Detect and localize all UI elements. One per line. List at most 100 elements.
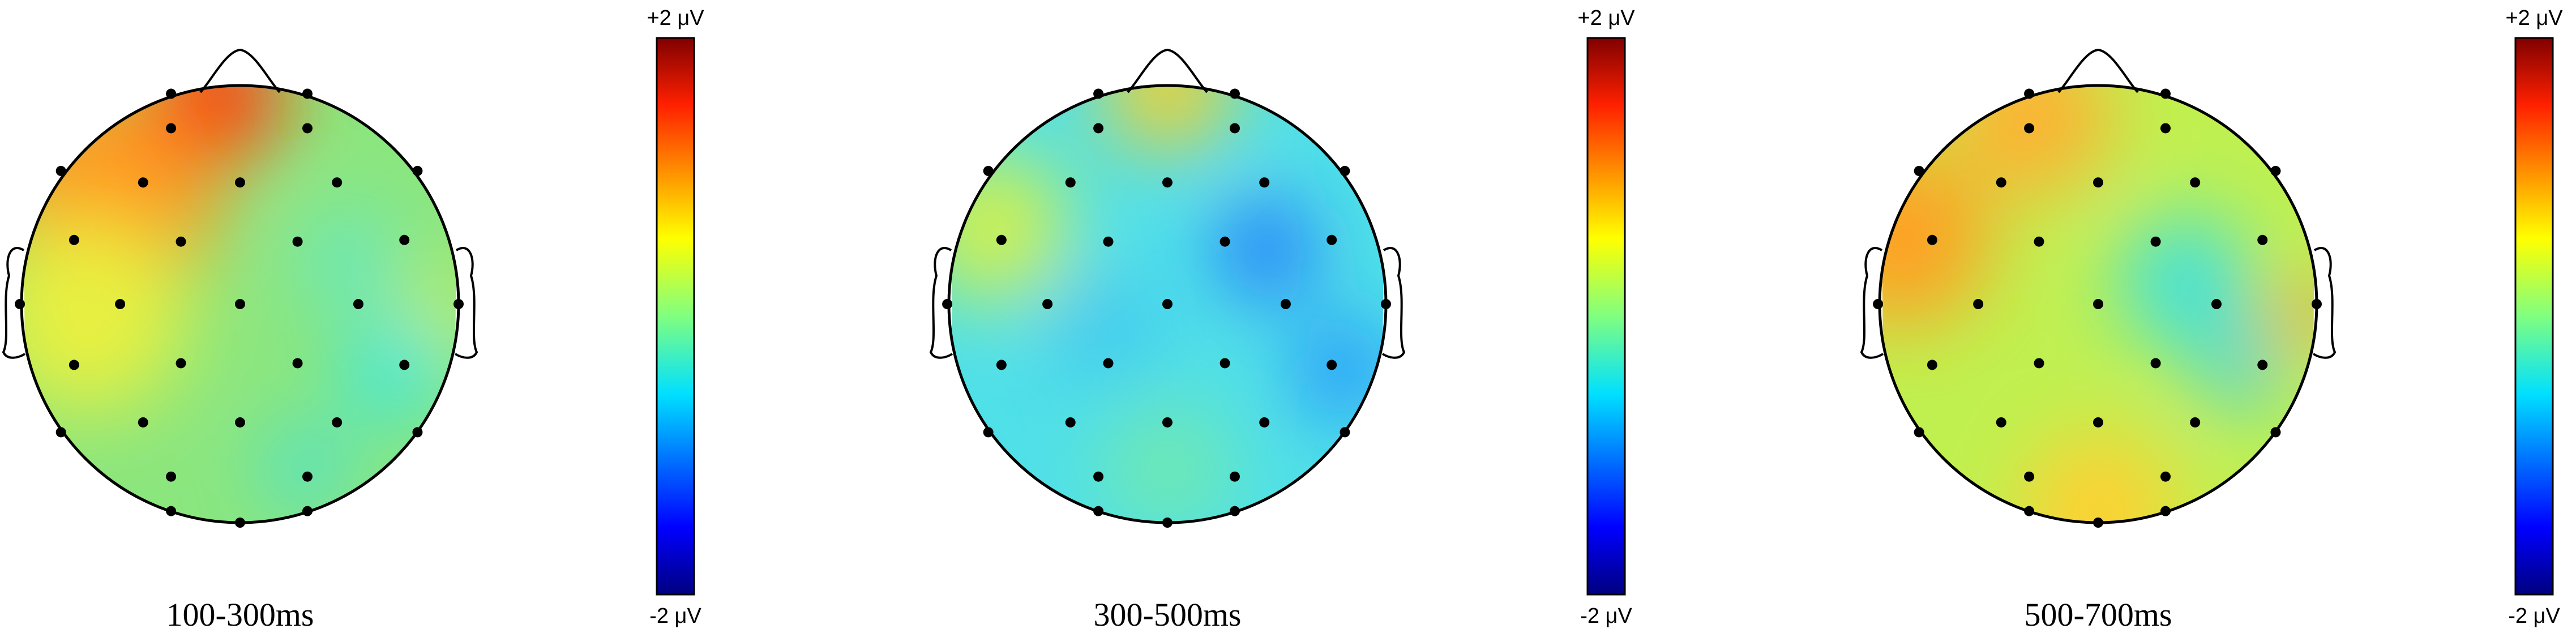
electrode — [1229, 123, 1240, 134]
electrode — [2160, 471, 2171, 482]
electrode — [1229, 88, 1240, 99]
electrode — [2257, 360, 2268, 370]
electrode — [983, 165, 994, 176]
scalp-blobs — [1880, 85, 2317, 523]
electrode — [166, 471, 177, 482]
potential-region — [1217, 201, 1314, 298]
electrode — [176, 358, 186, 369]
electrode — [983, 427, 994, 438]
topomap: 300-500ms +2 μV -2 μV — [929, 6, 1635, 633]
electrode — [69, 360, 79, 370]
electrode — [166, 123, 177, 134]
electrode — [2024, 88, 2035, 99]
electrode — [1162, 518, 1173, 528]
electrode — [15, 299, 25, 309]
electrode — [302, 123, 313, 134]
potential-region — [266, 429, 345, 507]
electrode — [1162, 177, 1173, 188]
electrode — [332, 177, 343, 188]
electrode — [166, 506, 177, 516]
potential-region — [414, 271, 459, 337]
ear — [2, 247, 26, 359]
electrode — [1229, 471, 1240, 482]
electrode — [235, 177, 245, 188]
potential-region — [152, 85, 284, 163]
electrode — [1914, 165, 1924, 176]
electrode — [2190, 177, 2201, 188]
electrode — [235, 518, 245, 528]
electrode — [1229, 506, 1240, 516]
potential-region — [345, 321, 442, 418]
potential-region — [2201, 330, 2280, 409]
electrode — [1103, 236, 1114, 247]
electrode — [2160, 123, 2171, 134]
electrode — [2024, 471, 2035, 482]
electrode — [1042, 299, 1053, 309]
electrode — [2270, 427, 2281, 438]
electrode — [412, 165, 423, 176]
electrode — [1326, 360, 1337, 370]
electrode — [1259, 177, 1270, 188]
electrode — [1219, 358, 1230, 369]
potential-region — [2120, 216, 2252, 348]
electrode — [399, 234, 410, 245]
potential-region — [1880, 151, 1989, 326]
electrode — [2034, 236, 2044, 247]
electrode — [302, 471, 313, 482]
electrode — [2257, 234, 2268, 245]
potential-region — [22, 216, 186, 413]
electrode — [412, 427, 423, 438]
electrode — [2312, 299, 2322, 309]
electrode — [2093, 177, 2103, 188]
electrode — [55, 427, 66, 438]
electrode — [2093, 417, 2103, 427]
electrode — [2024, 123, 2035, 134]
electrode — [235, 299, 245, 309]
electrode — [996, 360, 1007, 370]
electrode — [1340, 165, 1350, 176]
electrode — [138, 177, 148, 188]
electrode — [2093, 518, 2103, 528]
electrode — [302, 506, 313, 516]
nose — [2057, 48, 2139, 93]
electrode — [332, 417, 343, 427]
electrode — [942, 299, 953, 309]
time-window-label: 300-500ms — [1094, 596, 1242, 633]
ear — [454, 247, 478, 359]
electrode — [235, 417, 245, 427]
electrode — [1219, 236, 1230, 247]
nose — [199, 48, 281, 93]
electrode — [2150, 236, 2161, 247]
electrode — [996, 234, 1007, 245]
electrode — [1927, 360, 1937, 370]
electrode — [302, 88, 313, 99]
scalp-map — [22, 85, 459, 523]
potential-region — [2021, 435, 2175, 523]
electrode — [2150, 358, 2161, 369]
colorbar-min-label: -2 μV — [1580, 604, 1632, 628]
electrode — [353, 299, 363, 309]
electrode — [1914, 427, 1924, 438]
scalp-map — [1880, 85, 2317, 523]
electrode — [176, 236, 186, 247]
ear — [1381, 247, 1406, 359]
topomap: 500-700ms +2 μV -2 μV — [1860, 6, 2563, 633]
electrode — [1280, 299, 1291, 309]
potential-region — [1102, 85, 1233, 151]
electrode — [1093, 471, 1104, 482]
electrode — [2034, 358, 2044, 369]
electrode — [2190, 417, 2201, 427]
electrode — [1996, 177, 2006, 188]
potential-region — [1047, 271, 1157, 381]
electrode — [292, 236, 303, 247]
electrode — [453, 299, 464, 309]
colorbar-max-label: +2 μV — [2505, 6, 2563, 30]
time-window-label: 100-300ms — [166, 596, 314, 633]
colorbar — [1586, 37, 1626, 596]
electrode — [1162, 299, 1173, 309]
electrode — [1162, 417, 1173, 427]
electrode — [1996, 417, 2006, 427]
electrode — [399, 360, 410, 370]
colorbar-min-label: -2 μV — [649, 604, 701, 628]
